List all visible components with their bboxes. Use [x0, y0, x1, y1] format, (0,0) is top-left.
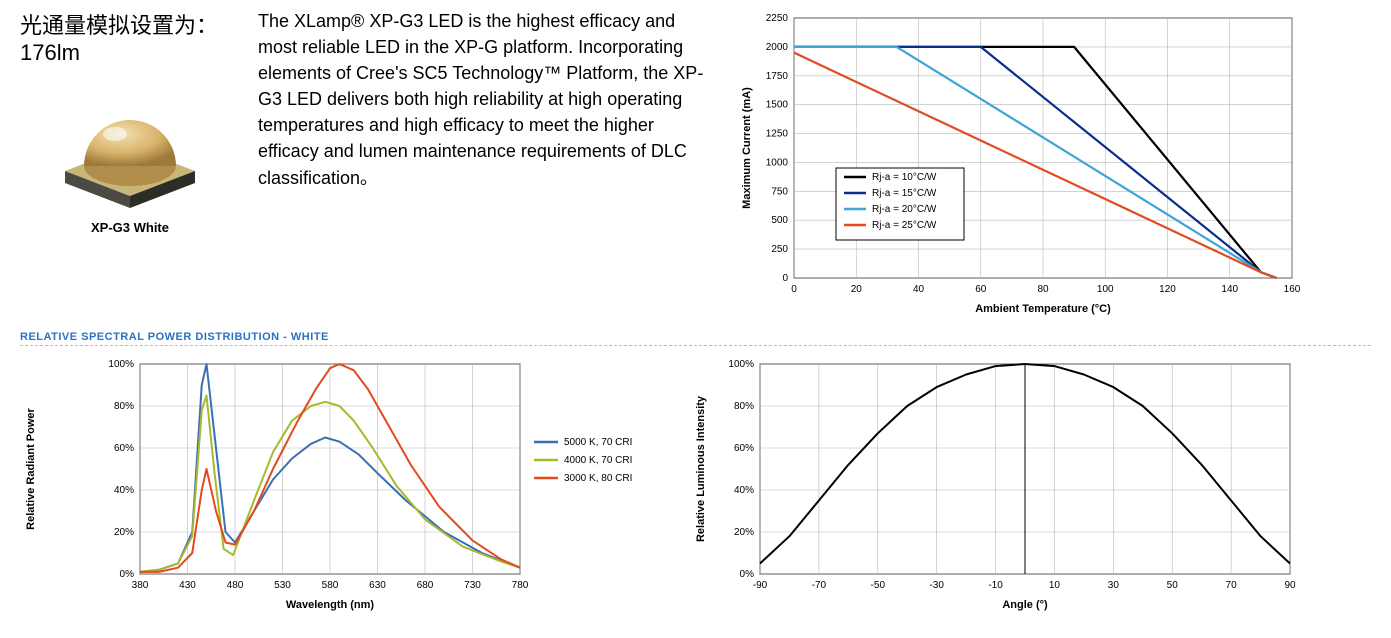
svg-text:Rj-a = 15°C/W: Rj-a = 15°C/W	[872, 188, 937, 199]
svg-text:20: 20	[851, 284, 863, 295]
svg-text:530: 530	[274, 580, 291, 591]
svg-text:Angle (°): Angle (°)	[1002, 599, 1048, 611]
svg-text:40%: 40%	[734, 485, 754, 496]
svg-text:-10: -10	[988, 580, 1003, 591]
sim-title: 光通量模拟设置为：	[20, 8, 240, 40]
svg-text:60: 60	[975, 284, 987, 295]
sim-value: 176lm	[20, 40, 240, 66]
svg-text:80: 80	[1037, 284, 1049, 295]
svg-text:40%: 40%	[114, 485, 134, 496]
svg-text:Rj-a = 20°C/W: Rj-a = 20°C/W	[872, 204, 937, 215]
product-caption: XP-G3 White	[91, 220, 169, 235]
product-image: XP-G3 White	[20, 76, 240, 235]
svg-text:140: 140	[1221, 284, 1238, 295]
svg-text:40: 40	[913, 284, 925, 295]
svg-text:-70: -70	[812, 580, 827, 591]
svg-text:780: 780	[512, 580, 529, 591]
svg-text:Relative Radiant Power: Relative Radiant Power	[25, 407, 37, 529]
svg-text:-90: -90	[753, 580, 768, 591]
svg-text:380: 380	[132, 580, 149, 591]
svg-text:-30: -30	[929, 580, 944, 591]
svg-text:250: 250	[771, 244, 788, 255]
spectral-chart-title: RELATIVE SPECTRAL POWER DISTRIBUTION - W…	[20, 331, 1371, 346]
svg-text:30: 30	[1108, 580, 1120, 591]
svg-text:70: 70	[1226, 580, 1238, 591]
svg-text:730: 730	[464, 580, 481, 591]
svg-text:120: 120	[1159, 284, 1176, 295]
svg-text:80%: 80%	[734, 401, 754, 412]
description-text: The XLamp® XP-G3 LED is the highest effi…	[258, 8, 718, 191]
svg-text:160: 160	[1284, 284, 1301, 295]
svg-text:60%: 60%	[114, 443, 134, 454]
svg-text:3000 K, 80 CRI: 3000 K, 80 CRI	[564, 473, 632, 484]
svg-text:430: 430	[179, 580, 196, 591]
spectral-chart: 380 430 480 530 580 630 680 730 780 0% 20% 40% 60% 80…	[20, 354, 660, 614]
derating-chart: 0 20 40 60 80 100 120 140 160 0 250 500 750 1000 1250 1…	[736, 8, 1306, 318]
svg-text:1000: 1000	[766, 157, 789, 168]
svg-text:90: 90	[1284, 580, 1296, 591]
svg-text:-50: -50	[871, 580, 886, 591]
svg-text:100: 100	[1097, 284, 1114, 295]
svg-text:0: 0	[782, 273, 788, 284]
svg-text:Wavelength (nm): Wavelength (nm)	[286, 599, 375, 611]
svg-text:480: 480	[227, 580, 244, 591]
svg-text:10: 10	[1049, 580, 1061, 591]
svg-text:750: 750	[771, 186, 788, 197]
svg-text:580: 580	[322, 580, 339, 591]
svg-text:50: 50	[1167, 580, 1179, 591]
svg-text:4000 K, 70 CRI: 4000 K, 70 CRI	[564, 455, 632, 466]
svg-text:Rj-a = 10°C/W: Rj-a = 10°C/W	[872, 172, 937, 183]
svg-text:1250: 1250	[766, 129, 789, 140]
svg-text:100%: 100%	[108, 359, 134, 370]
angle-chart: -90 -70 -50 -30 -10 10 30 50 70 90 0% 20% 40% 60% 80% 1…	[690, 354, 1310, 614]
svg-text:0%: 0%	[120, 569, 135, 580]
svg-text:Maximum Current (mA): Maximum Current (mA)	[741, 87, 753, 209]
svg-text:100%: 100%	[728, 359, 754, 370]
svg-text:1500: 1500	[766, 100, 789, 111]
svg-text:500: 500	[771, 215, 788, 226]
svg-text:80%: 80%	[114, 401, 134, 412]
svg-text:2000: 2000	[766, 42, 789, 53]
svg-text:Ambient Temperature (°C): Ambient Temperature (°C)	[975, 303, 1111, 315]
svg-text:680: 680	[417, 580, 434, 591]
svg-text:2250: 2250	[766, 13, 789, 24]
svg-text:630: 630	[369, 580, 386, 591]
svg-text:Rj-a = 25°C/W: Rj-a = 25°C/W	[872, 220, 937, 231]
svg-text:0%: 0%	[740, 569, 755, 580]
svg-text:0: 0	[791, 284, 797, 295]
svg-text:20%: 20%	[734, 527, 754, 538]
svg-text:60%: 60%	[734, 443, 754, 454]
svg-text:Relative Luminous Intensity: Relative Luminous Intensity	[695, 395, 707, 542]
svg-text:20%: 20%	[114, 527, 134, 538]
svg-text:5000 K, 70 CRI: 5000 K, 70 CRI	[564, 437, 632, 448]
svg-text:1750: 1750	[766, 71, 789, 82]
